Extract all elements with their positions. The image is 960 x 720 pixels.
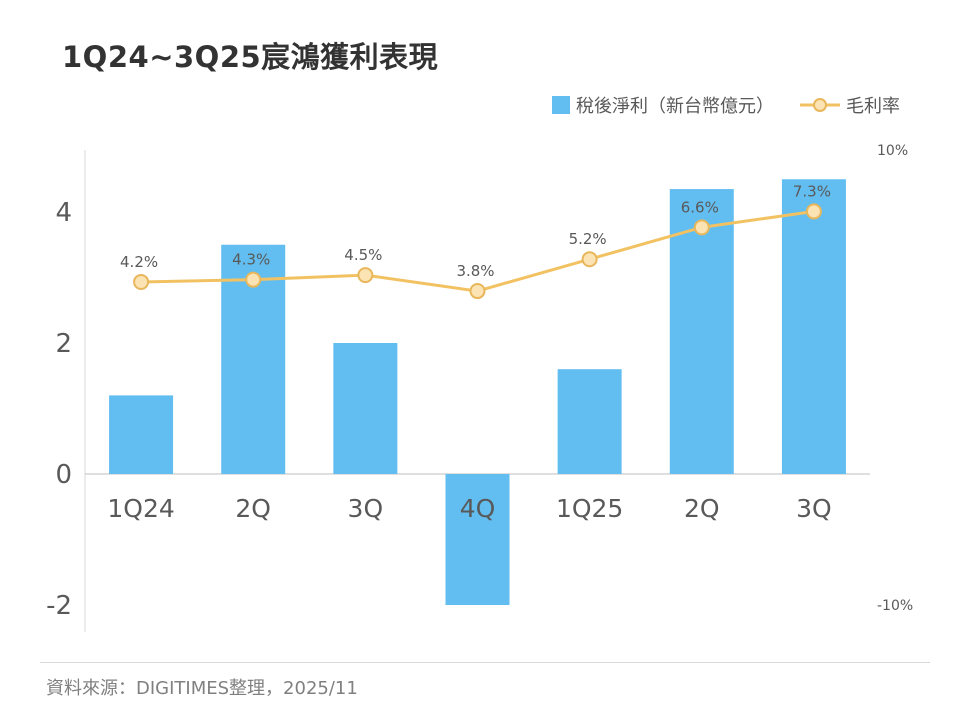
data-label: 5.2% <box>569 230 607 248</box>
legend-item-gross-margin: 毛利率 <box>800 92 900 118</box>
data-label: 4.5% <box>344 246 382 264</box>
line-series-marker-icon <box>800 97 840 113</box>
y-axis-tick-label: -2 <box>46 591 72 621</box>
bar <box>333 343 398 474</box>
bar <box>669 189 734 474</box>
x-axis-label: 3Q <box>348 494 384 523</box>
x-axis-label: 2Q <box>684 494 720 523</box>
x-axis-label: 1Q25 <box>556 494 623 523</box>
line-marker <box>245 271 262 288</box>
secondary-axis-tick-label: -10% <box>877 598 913 614</box>
bar <box>109 395 174 474</box>
legend-item-net-profit: 稅後淨利（新台幣億元） <box>552 92 774 118</box>
data-label: 4.3% <box>232 251 270 269</box>
y-axis-tick-label: 0 <box>55 460 72 490</box>
legend-label-gross-margin: 毛利率 <box>846 96 900 117</box>
x-axis-label: 2Q <box>235 494 271 523</box>
legend: 稅後淨利（新台幣億元） 毛利率 <box>552 92 900 118</box>
line-marker <box>133 273 150 290</box>
data-label: 4.2% <box>120 253 158 271</box>
data-label: 7.3% <box>793 182 831 200</box>
bar <box>445 474 510 605</box>
x-axis-label: 4Q <box>460 494 496 523</box>
secondary-axis-tick-label: 10% <box>877 143 908 159</box>
line-marker <box>693 219 710 236</box>
x-axis-label: 1Q24 <box>107 494 174 523</box>
x-axis-label: 3Q <box>796 494 832 523</box>
bar <box>557 369 622 474</box>
legend-label-net-profit: 稅後淨利（新台幣億元） <box>576 96 774 117</box>
bar-series-swatch-icon <box>552 96 570 114</box>
line-marker <box>357 267 374 284</box>
source-note: 資料來源：DIGITIMES整理，2025/11 <box>46 678 358 699</box>
footer-divider <box>40 662 930 663</box>
data-label: 3.8% <box>456 262 494 280</box>
line-marker <box>805 203 822 220</box>
data-label: 6.6% <box>681 198 719 216</box>
bar <box>781 179 846 474</box>
line-marker <box>581 251 598 268</box>
y-axis-tick-label: 4 <box>55 198 72 228</box>
line-marker <box>469 283 486 300</box>
y-axis-tick-label: 2 <box>55 329 72 359</box>
chart-title: 1Q24~3Q25宸鴻獲利表現 <box>62 40 439 74</box>
